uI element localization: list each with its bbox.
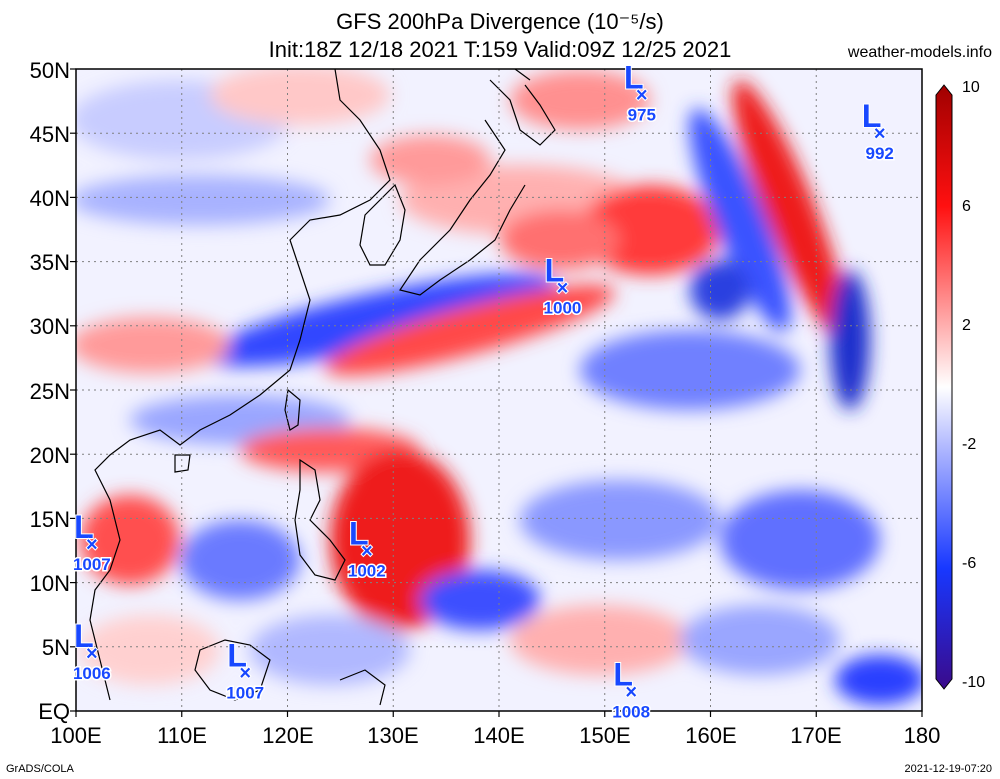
low-pressure-marker: L×975 xyxy=(623,59,657,127)
low-pressure-marker: L×1008 xyxy=(611,656,652,724)
lon-label: 100E xyxy=(50,723,102,748)
low-pressure-marker: L×1000 xyxy=(542,251,583,319)
colorbar-label: 2 xyxy=(962,317,971,334)
low-center-x-icon: × xyxy=(86,643,98,665)
lon-label: 170E xyxy=(790,723,842,748)
chart-subtitle: Init:18Z 12/18 2021 T:159 Valid:09Z 12/2… xyxy=(268,37,732,62)
footer-timestamp: 2021-12-19-07:20 xyxy=(904,763,992,775)
lat-label: 20N xyxy=(29,443,70,468)
chart-title: GFS 200hPa Divergence (10⁻⁵/s) xyxy=(336,9,664,34)
low-L-label: L xyxy=(349,516,369,552)
lon-label: 180 xyxy=(903,723,941,748)
lon-label: 120E xyxy=(262,723,314,748)
footer-software: GrADS/COLA xyxy=(6,763,74,775)
pressure-lows: L×975 L×992L×1000L×1007L×1002L×1006L×1007… xyxy=(71,59,895,724)
lat-label: 30N xyxy=(29,314,70,339)
colorbar-label: 10 xyxy=(962,79,980,96)
low-pressure-value: 1002 xyxy=(348,562,386,581)
colorbar xyxy=(935,84,953,690)
low-L-label: L xyxy=(545,252,565,288)
low-pressure-marker: L×1006 xyxy=(71,617,112,685)
low-pressure-value: 1007 xyxy=(73,555,111,574)
low-center-x-icon: × xyxy=(636,85,648,107)
low-center-x-icon: × xyxy=(625,682,637,704)
colorbar-label: -10 xyxy=(962,674,986,691)
ticks xyxy=(70,68,923,717)
coastlines xyxy=(89,69,556,706)
divergence-field xyxy=(76,69,922,711)
lat-label: 50N xyxy=(29,58,70,83)
low-L-label: L xyxy=(613,657,633,693)
lat-label: 15N xyxy=(29,507,70,532)
lat-label: 10N xyxy=(29,571,70,596)
low-L-label: L xyxy=(624,60,644,96)
lat-label: 5N xyxy=(41,635,70,660)
lat-label: 35N xyxy=(29,250,70,275)
low-center-x-icon: × xyxy=(874,123,886,145)
lat-label: 40N xyxy=(29,186,70,211)
low-center-x-icon: × xyxy=(557,277,569,299)
lon-label: 110E xyxy=(157,723,207,748)
low-center-x-icon: × xyxy=(86,534,98,556)
low-pressure-marker: L×992 xyxy=(861,97,895,165)
low-pressure-marker: L×1007 xyxy=(225,636,266,704)
low-L-label: L xyxy=(862,98,882,134)
colorbar-bar xyxy=(935,84,953,690)
colorbar-label: -2 xyxy=(962,436,977,453)
low-L-label: L xyxy=(74,618,94,654)
grid-lines xyxy=(76,69,922,711)
lat-label: EQ xyxy=(38,699,70,724)
lon-label: 160E xyxy=(685,723,737,748)
low-pressure-value: 1006 xyxy=(73,664,111,683)
low-pressure-value: 1000 xyxy=(544,298,582,317)
lat-label: 45N xyxy=(29,122,70,147)
colorbar-label: -6 xyxy=(962,555,977,572)
lon-label: 130E xyxy=(367,723,419,748)
lat-label: 25N xyxy=(29,379,70,404)
low-L-label: L xyxy=(74,509,94,545)
source-credit: weather-models.info xyxy=(847,44,992,61)
low-L-label: L xyxy=(227,637,247,673)
lon-label: 140E xyxy=(473,723,525,748)
low-pressure-value: 1007 xyxy=(226,683,264,702)
low-pressure-marker: L×1002 xyxy=(346,515,387,583)
colorbar-label: 6 xyxy=(962,198,971,215)
lon-label: 150E xyxy=(579,723,631,748)
low-center-x-icon: × xyxy=(239,662,251,684)
low-pressure-value: 992 xyxy=(866,144,894,163)
low-center-x-icon: × xyxy=(361,541,373,563)
low-pressure-marker: L×1007 xyxy=(71,508,112,576)
low-pressure-value: 975 xyxy=(628,106,656,125)
low-pressure-value: 1008 xyxy=(612,703,650,722)
